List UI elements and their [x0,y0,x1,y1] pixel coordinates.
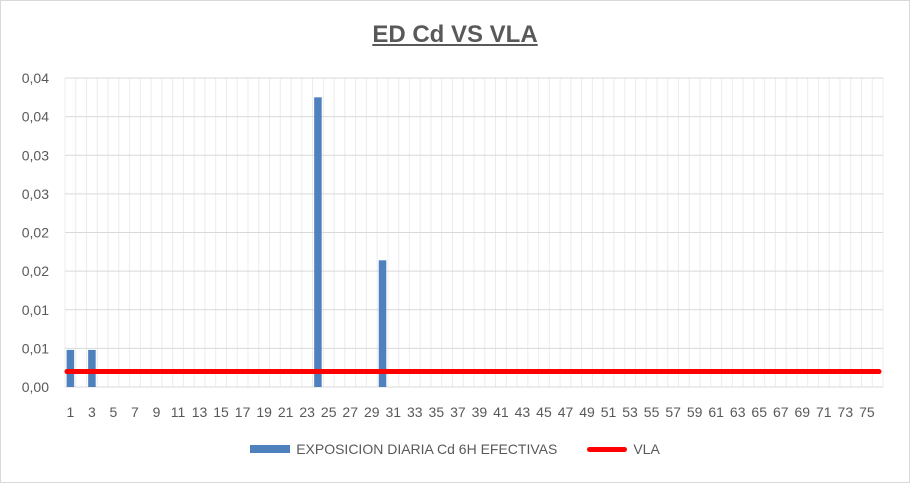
x-tick-label: 73 [838,404,854,420]
y-tick-label: 0,00 [22,379,49,395]
y-tick-label: 0,04 [22,70,49,86]
x-tick-label: 33 [407,404,423,420]
x-tick-label: 13 [192,404,208,420]
x-tick-label: 67 [773,404,789,420]
x-tick-label: 35 [429,404,445,420]
x-tick-label: 69 [794,404,810,420]
x-tick-label: 17 [235,404,251,420]
legend-label-vla: VLA [633,441,660,457]
x-tick-label: 39 [472,404,488,420]
x-tick-label: 51 [601,404,617,420]
x-tick-label: 3 [88,404,96,420]
y-tick-label: 0,02 [22,225,49,241]
x-tick-label: 7 [131,404,139,420]
legend-item-vla: VLA [587,441,660,457]
x-tick-label: 5 [110,404,118,420]
bar [378,260,387,387]
legend-swatch-exposicion [250,445,291,453]
x-tick-label: 75 [859,404,875,420]
x-tick-label: 19 [256,404,272,420]
x-tick-label: 71 [816,404,832,420]
x-tick-label: 29 [364,404,380,420]
x-tick-label: 23 [299,404,315,420]
y-tick-label: 0,02 [22,263,49,279]
bar [314,97,322,387]
x-tick-label: 47 [558,404,574,420]
x-tick-label: 15 [213,404,229,420]
y-tick-label: 0,03 [22,147,49,163]
x-tick-label: 25 [321,404,337,420]
legend: EXPOSICION DIARIA Cd 6H EFECTIVAS VLA [1,441,909,457]
y-tick-label: 0,01 [22,302,49,318]
legend-item-exposicion: EXPOSICION DIARIA Cd 6H EFECTIVAS [250,441,557,457]
legend-label-exposicion: EXPOSICION DIARIA Cd 6H EFECTIVAS [296,441,558,457]
y-tick-label: 0,01 [22,340,49,356]
x-tick-label: 59 [687,404,703,420]
x-tick-label: 1 [66,404,74,420]
x-tick-label: 9 [153,404,161,420]
x-tick-label: 11 [171,404,186,420]
x-tick-label: 21 [278,404,294,420]
chart-title: ED Cd VS VLA [372,21,538,48]
x-tick-label: 57 [665,404,681,420]
x-tick-label: 49 [579,404,595,420]
x-tick-label: 31 [385,404,401,420]
x-tick-label: 65 [751,404,767,420]
x-tick-label: 61 [708,404,724,420]
bar [88,349,96,387]
y-tick-label: 0,04 [22,109,49,125]
x-tick-label: 63 [730,404,746,420]
x-tick-label: 45 [536,404,552,420]
x-tick-label: 53 [622,404,638,420]
x-tick-label: 55 [644,404,660,420]
x-tick-label: 41 [493,404,509,420]
bar [66,349,75,387]
x-tick-label: 27 [342,404,358,420]
plot-area: 0,000,010,010,020,020,030,030,040,041 3 5 7… [22,70,884,420]
y-tick-label: 0,03 [22,186,49,202]
x-tick-label: 37 [450,404,466,420]
legend-swatch-vla [587,446,628,452]
x-tick-label: 43 [515,404,531,420]
